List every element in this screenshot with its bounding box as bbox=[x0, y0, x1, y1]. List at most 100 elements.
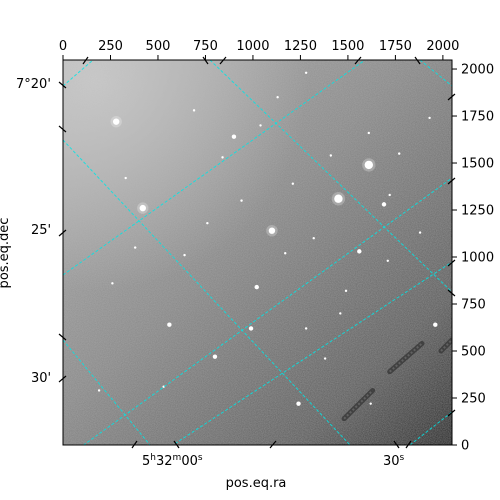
star bbox=[323, 357, 327, 360]
x-tick-label: 2000 bbox=[426, 39, 459, 54]
star bbox=[367, 131, 371, 135]
star bbox=[206, 221, 209, 225]
ra-tick-mark bbox=[447, 177, 456, 185]
star bbox=[334, 194, 343, 203]
streaks-layer bbox=[341, 337, 452, 422]
ra-tick-label: 30s bbox=[383, 453, 405, 469]
star bbox=[364, 160, 374, 170]
dec-tick-label: 30' bbox=[31, 371, 51, 386]
star bbox=[248, 326, 254, 331]
dec-tick-mark bbox=[173, 440, 180, 449]
star bbox=[428, 116, 431, 120]
ra-grid-line bbox=[63, 60, 94, 87]
x-tick-label: 1750 bbox=[379, 39, 412, 54]
satellite-streak-core bbox=[343, 389, 374, 420]
star bbox=[231, 134, 237, 139]
dec-tick-mark bbox=[202, 56, 209, 65]
star bbox=[221, 156, 224, 159]
world-tick-marks bbox=[58, 56, 456, 449]
y-tick-label: 1500 bbox=[461, 157, 494, 172]
star bbox=[254, 284, 259, 290]
star bbox=[111, 282, 114, 285]
star bbox=[291, 182, 295, 185]
star bbox=[369, 402, 372, 405]
dec-grid-line bbox=[63, 339, 151, 445]
ra-grid-line bbox=[171, 261, 452, 445]
star bbox=[183, 253, 186, 257]
ra-tick-mark bbox=[269, 440, 277, 449]
x-tick-label: 1000 bbox=[236, 39, 269, 54]
star bbox=[167, 322, 172, 327]
dec-tick-mark bbox=[58, 375, 67, 383]
dec-grid-line bbox=[209, 60, 452, 293]
star bbox=[304, 327, 308, 330]
ra-tick-mark bbox=[219, 56, 227, 65]
dec-tick-mark bbox=[414, 56, 421, 65]
star bbox=[192, 109, 196, 112]
star bbox=[329, 154, 333, 157]
x-pixel-ticks: 0 250 500 750 1000 1250 1500 1750 2000 bbox=[59, 39, 459, 60]
star bbox=[259, 124, 262, 127]
x-tick-label: 250 bbox=[98, 39, 123, 54]
star bbox=[97, 389, 101, 392]
dec-tick-mark bbox=[58, 81, 67, 89]
star bbox=[268, 227, 276, 234]
star bbox=[139, 204, 146, 212]
x-axis-title: pos.eq.ra bbox=[226, 476, 287, 491]
stars-layer bbox=[97, 71, 438, 406]
ra-tick-label: 5h32m00s bbox=[142, 453, 203, 469]
y-tick-label: 1250 bbox=[461, 204, 494, 219]
sky-noise bbox=[63, 60, 452, 445]
y-tick-label: 2000 bbox=[461, 63, 494, 78]
x-tick-label: 1250 bbox=[284, 39, 317, 54]
ra-tick-mark bbox=[58, 125, 67, 133]
star bbox=[357, 249, 362, 254]
star bbox=[381, 202, 387, 207]
y-tick-label: 1750 bbox=[461, 110, 494, 125]
dec-tick-mark bbox=[447, 93, 456, 101]
star bbox=[296, 401, 301, 406]
star bbox=[284, 252, 287, 255]
satellite-streak-core bbox=[440, 339, 452, 352]
y-pixel-ticks: 0 250 500 750 1000 1250 1500 1750 2000 bbox=[452, 63, 494, 454]
ra-tick-mark bbox=[447, 259, 456, 267]
star bbox=[433, 322, 438, 327]
y-tick-label: 500 bbox=[461, 345, 486, 360]
star bbox=[240, 199, 243, 202]
star bbox=[388, 193, 391, 197]
dec-tick-mark bbox=[447, 289, 456, 297]
x-tick-label: 1500 bbox=[331, 39, 364, 54]
x-tick-label: 0 bbox=[59, 39, 67, 54]
star bbox=[304, 71, 308, 74]
star bbox=[212, 354, 218, 359]
ra-tick-mark bbox=[354, 56, 362, 65]
plot-frame bbox=[62, 59, 453, 446]
star bbox=[124, 176, 127, 180]
dec-tick-mark bbox=[58, 229, 67, 237]
dec-tick-label: 25' bbox=[31, 223, 51, 238]
ra-tick-mark bbox=[405, 440, 412, 449]
dec-grid-line bbox=[419, 60, 452, 87]
ra-tick-mark bbox=[447, 409, 456, 417]
coordinate-grid bbox=[63, 60, 452, 445]
image-plot-area bbox=[63, 60, 452, 445]
y-tick-label: 0 bbox=[461, 439, 469, 454]
star bbox=[339, 312, 342, 315]
y-tick-label: 1000 bbox=[461, 251, 494, 266]
x-tick-label: 750 bbox=[193, 39, 218, 54]
dec-tick-mark bbox=[393, 440, 400, 449]
star bbox=[397, 152, 401, 155]
star bbox=[386, 259, 389, 262]
star bbox=[418, 231, 422, 234]
x-tick-label: 500 bbox=[146, 39, 171, 54]
star bbox=[276, 96, 279, 99]
ra-tick-mark bbox=[58, 333, 67, 341]
y-axis-title: pos.eq.dec bbox=[0, 218, 12, 289]
y-tick-label: 750 bbox=[461, 298, 486, 313]
ra-tick-mark bbox=[82, 56, 89, 65]
satellite-streak-core bbox=[389, 342, 423, 373]
star bbox=[112, 118, 120, 125]
ra-grid-line bbox=[82, 177, 452, 445]
ra-grid-line bbox=[409, 411, 452, 445]
